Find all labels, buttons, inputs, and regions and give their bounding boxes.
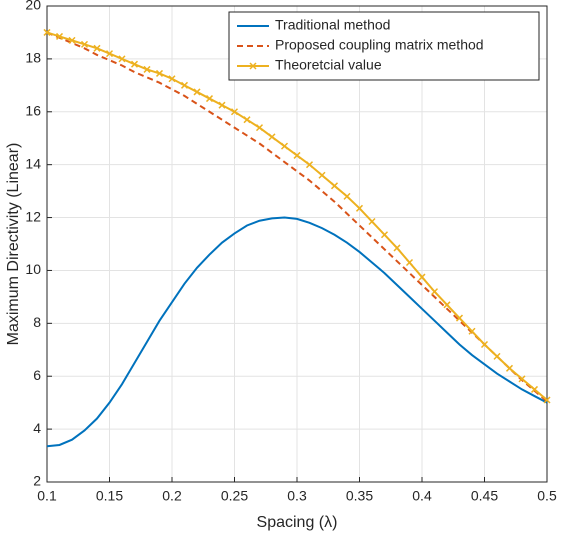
- x-axis-label: Spacing (λ): [257, 514, 338, 531]
- x-tick-label: 0.35: [346, 488, 373, 504]
- x-tick-label: 0.4: [412, 488, 432, 504]
- marker: [330, 182, 339, 190]
- marker: [280, 142, 289, 150]
- y-tick-label: 20: [25, 0, 41, 13]
- marker: [530, 385, 539, 393]
- marker: [168, 75, 176, 83]
- marker: [293, 151, 301, 159]
- marker: [118, 55, 126, 63]
- marker: [218, 101, 226, 109]
- marker: [243, 116, 251, 124]
- x-tick-label: 0.5: [537, 488, 557, 504]
- marker: [155, 69, 164, 77]
- x-tick-label: 0.45: [471, 488, 498, 504]
- x-tick-label: 0.3: [287, 488, 307, 504]
- marker: [305, 161, 314, 169]
- marker: [180, 81, 189, 89]
- x-tick-label: 0.2: [162, 488, 182, 504]
- legend-label: Traditional method: [275, 17, 390, 33]
- marker: [443, 301, 451, 309]
- marker: [480, 340, 489, 349]
- y-tick-label: 6: [33, 367, 41, 383]
- marker: [380, 231, 389, 239]
- marker: [468, 327, 476, 335]
- legend: Traditional method Proposed coupling matr…: [228, 11, 540, 81]
- y-axis-label: Maximum Directivity (Linear): [5, 143, 22, 346]
- x-tick-label: 0.1: [37, 488, 57, 504]
- marker: [143, 65, 151, 73]
- marker: [318, 171, 326, 179]
- marker: [543, 396, 551, 404]
- marker: [355, 204, 364, 212]
- legend-label: Theoretcial value: [275, 57, 382, 73]
- marker: [493, 352, 501, 360]
- marker: [518, 375, 526, 383]
- y-tick-label: 18: [25, 50, 41, 66]
- marker: [230, 108, 239, 116]
- y-tick-label: 14: [25, 155, 41, 171]
- y-tick-label: 12: [25, 208, 41, 224]
- y-tick-label: 4: [33, 420, 41, 436]
- marker: [205, 95, 214, 103]
- marker: [368, 217, 376, 226]
- marker: [255, 124, 264, 132]
- series-line: [46, 216, 548, 448]
- marker: [80, 40, 89, 48]
- series-line: [46, 31, 548, 403]
- marker: [55, 32, 64, 40]
- marker: [193, 88, 201, 96]
- marker: [430, 288, 439, 296]
- plot-frame: [46, 5, 548, 483]
- marker: [418, 273, 426, 281]
- legend-box: [228, 11, 540, 81]
- legend-marker: [249, 62, 257, 70]
- marker: [343, 192, 351, 200]
- marker: [505, 364, 514, 372]
- y-tick-label: 2: [33, 473, 41, 489]
- y-tick-label: 16: [25, 102, 41, 118]
- marker: [130, 60, 139, 68]
- marker: [455, 314, 464, 322]
- x-tick-label: 0.15: [96, 488, 123, 504]
- y-tick-label: 10: [25, 261, 41, 277]
- marker: [105, 50, 114, 58]
- marker: [43, 28, 51, 36]
- y-tick-label: 8: [33, 314, 41, 330]
- marker: [268, 133, 276, 141]
- marker: [68, 36, 76, 44]
- x-tick-label: 0.25: [221, 488, 248, 504]
- legend-label: Proposed coupling matrix method: [275, 37, 484, 53]
- marker: [93, 44, 101, 52]
- marker: [405, 258, 414, 267]
- marker: [393, 244, 401, 252]
